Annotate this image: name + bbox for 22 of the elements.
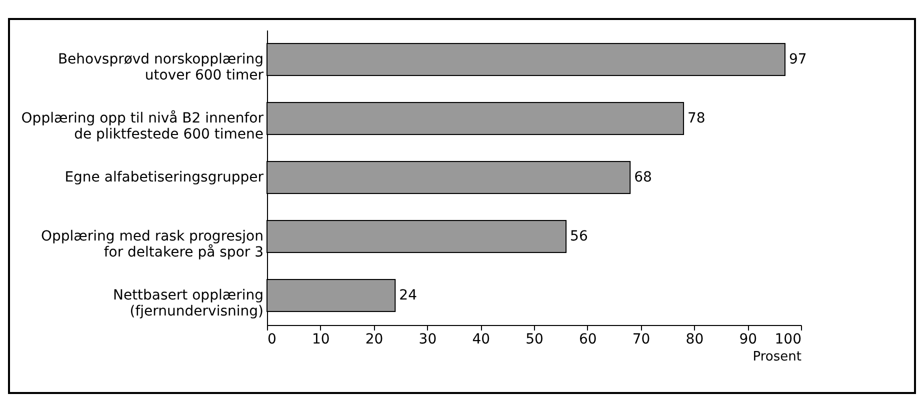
data-label: 97 — [788, 52, 807, 68]
x-tick-label: 60 — [578, 332, 597, 348]
data-label: 68 — [634, 170, 652, 186]
x-tick-label: 30 — [418, 332, 437, 348]
x-tick-label: 90 — [739, 332, 758, 348]
x-tick-label: 100 — [774, 332, 802, 348]
x-tick-label: 50 — [526, 332, 544, 348]
y-tick-label: Egne alfabetiseringsgrupper — [64, 170, 264, 186]
y-tick-label: Opplæring opp til nivå B2 innenfor de pliktfestede 600 timene — [21, 110, 264, 142]
data-label: 78 — [688, 110, 706, 126]
y-tick-label: Nettbasert opplæring (fjernundervisning) — [112, 288, 264, 320]
x-tick-label: 0 — [268, 332, 276, 348]
y-tick-label: Behovsprøvd norskopplæring utover 600 timer — [58, 52, 264, 84]
data-label: 56 — [570, 228, 588, 244]
x-tick-label: 20 — [365, 332, 384, 348]
x-tick-label: 40 — [472, 332, 490, 348]
data-label: 24 — [399, 288, 418, 304]
x-tick-label: 80 — [686, 332, 704, 348]
y-tick-label: Opplæring med rask progresjon for deltakere på spor 3 — [40, 228, 264, 260]
x-tick-label: 10 — [312, 332, 330, 348]
x-axis-title: Prosent — [752, 350, 802, 364]
x-tick-label: 70 — [632, 332, 650, 348]
